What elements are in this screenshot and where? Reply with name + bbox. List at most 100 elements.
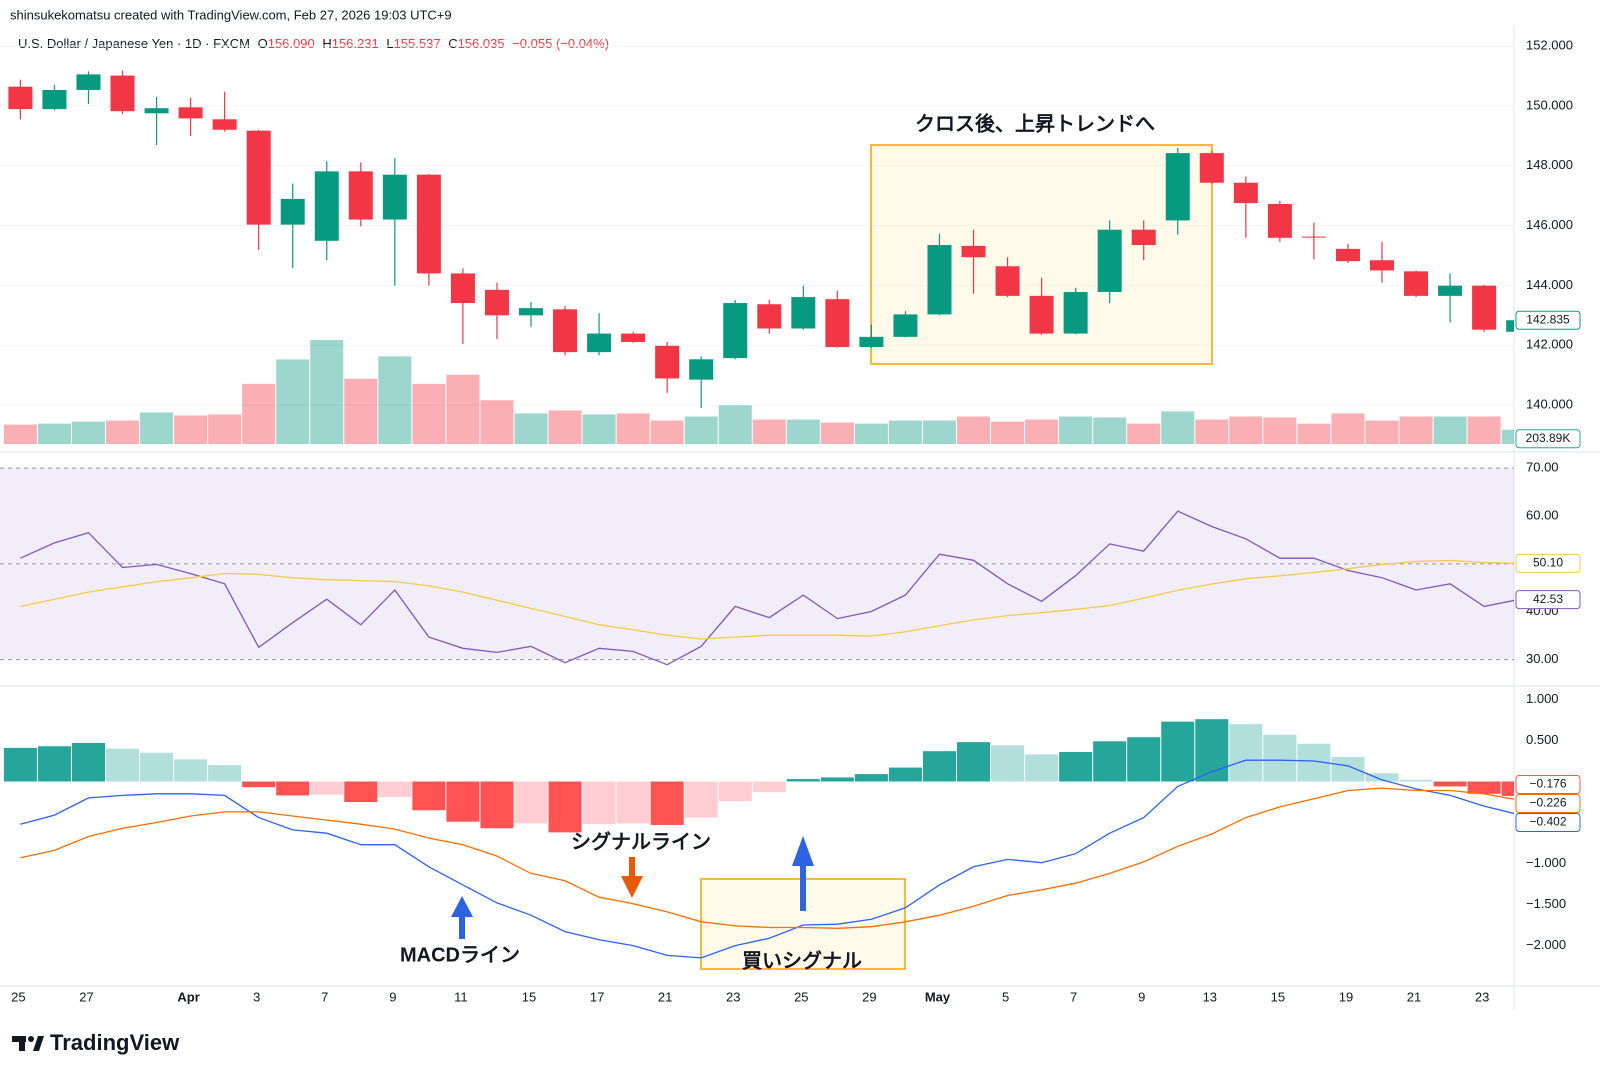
volume-bar: [1059, 416, 1093, 444]
x-tick-label: 11: [454, 989, 468, 1004]
candle-body: [42, 89, 67, 110]
candle-body: [246, 130, 271, 225]
y-tick-label: 150.000: [1526, 97, 1573, 112]
candle-body: [280, 198, 305, 225]
volume-bar: [514, 413, 548, 444]
candle-body: [1199, 153, 1224, 183]
candle-body: [621, 333, 646, 342]
candle-body: [416, 174, 441, 274]
candle-body: [178, 107, 203, 119]
y-tick-label: −1.500: [1526, 896, 1566, 911]
ohlc-key: H: [322, 36, 331, 51]
histogram-bar: [1399, 779, 1433, 782]
volume-bar: [548, 410, 582, 444]
candle-body: [144, 108, 169, 114]
histogram-bar: [1331, 756, 1365, 782]
candle-body: [1063, 291, 1088, 334]
value-tag: [1515, 553, 1581, 573]
annotation: シグナルライン: [571, 829, 711, 853]
candle-body: [1472, 285, 1497, 330]
volume-bar: [1501, 429, 1514, 444]
volume-bar: [616, 413, 650, 444]
y-tick-label: 60.00: [1526, 507, 1559, 522]
plot-area: [3, 70, 1514, 959]
volume-bar: [1433, 416, 1467, 444]
histogram-bar: [1365, 773, 1399, 782]
volume-bar: [1263, 417, 1297, 444]
value-tag: [1515, 310, 1581, 330]
histogram-bar: [1433, 781, 1467, 787]
volume-bar: [1127, 423, 1161, 444]
candle-body: [1233, 182, 1258, 204]
candle-body: [655, 345, 680, 379]
axes: 140.000 142.000 144.000 146.000 148.000 150.0…: [11, 37, 1581, 1004]
x-tick-label: 29: [862, 989, 876, 1004]
candle-body: [382, 174, 407, 220]
x-tick-label: 23: [726, 989, 740, 1004]
y-tick-label: 0.500: [1526, 732, 1559, 747]
x-tick-label: 17: [590, 989, 604, 1004]
volume-bar: [582, 414, 616, 444]
x-tick-label: 21: [658, 989, 672, 1004]
candle-body: [1370, 260, 1394, 271]
candle-body: [553, 309, 578, 353]
volume-bar: [854, 423, 888, 444]
volume-bar: [344, 378, 378, 444]
volume-bar: [480, 400, 514, 444]
ohlc-key: O: [258, 36, 268, 51]
candle-body: [689, 359, 714, 380]
annotation: 買いシグナル: [742, 948, 862, 972]
line: [20, 559, 1514, 640]
histogram-bar: [106, 748, 140, 782]
histogram-bar: [37, 746, 71, 782]
value-tag: [1515, 793, 1581, 813]
histogram-bar: [3, 747, 37, 782]
candle-body: [76, 74, 101, 90]
credit: shinsukekomatsu created with TradingView…: [10, 7, 452, 22]
ohlc-value: 155.537: [394, 36, 441, 51]
volume-bar: [650, 420, 684, 444]
volume-bar: [1229, 416, 1263, 444]
y-tick-label: 142.000: [1526, 337, 1573, 352]
histogram-bar: [820, 777, 854, 782]
volume-bar: [3, 424, 37, 444]
y-tick-label: 144.000: [1526, 277, 1573, 292]
x-tick-label: 5: [1002, 989, 1009, 1004]
value-tag: [1515, 774, 1581, 794]
histogram-bar: [71, 742, 105, 782]
volume-bar: [991, 421, 1025, 444]
value-tag: [1515, 429, 1581, 449]
histogram-bar: [310, 781, 344, 795]
ohlc-value: 156.090: [268, 36, 315, 51]
band: [0, 468, 1514, 660]
histogram-bar: [1161, 721, 1195, 782]
x-tick-label: 13: [1203, 989, 1217, 1004]
candle-body: [1131, 229, 1156, 245]
candle-body: [1029, 295, 1054, 334]
legend: U.S. Dollar / Japanese Yen · 1D · FXCM O…: [18, 36, 609, 51]
candle-body: [484, 289, 509, 316]
candle-body: [348, 171, 373, 220]
arrow: [451, 896, 473, 939]
candle-body: [519, 308, 543, 316]
histogram-bar: [378, 781, 412, 798]
line: [20, 787, 1514, 929]
volume-bar: [1195, 419, 1229, 444]
change: −0.055 (−0.04%): [512, 36, 609, 51]
candle-body: [212, 119, 237, 130]
volume-bar: [1297, 423, 1331, 444]
y-tick-label: 70.00: [1526, 460, 1559, 475]
volume-bar: [1161, 411, 1195, 444]
volume-bar: [276, 359, 310, 444]
histogram-bar: [1059, 751, 1093, 782]
candle-body: [859, 336, 884, 348]
histogram-bar: [1263, 734, 1297, 782]
candle-body: [995, 266, 1020, 296]
volume-bar: [1467, 416, 1501, 444]
x-tick-label: 21: [1407, 989, 1421, 1004]
candle-body: [1301, 236, 1326, 238]
logo-text: TradingView: [50, 1030, 180, 1055]
candle-body: [723, 303, 748, 359]
x-tick-label: 7: [321, 989, 328, 1004]
